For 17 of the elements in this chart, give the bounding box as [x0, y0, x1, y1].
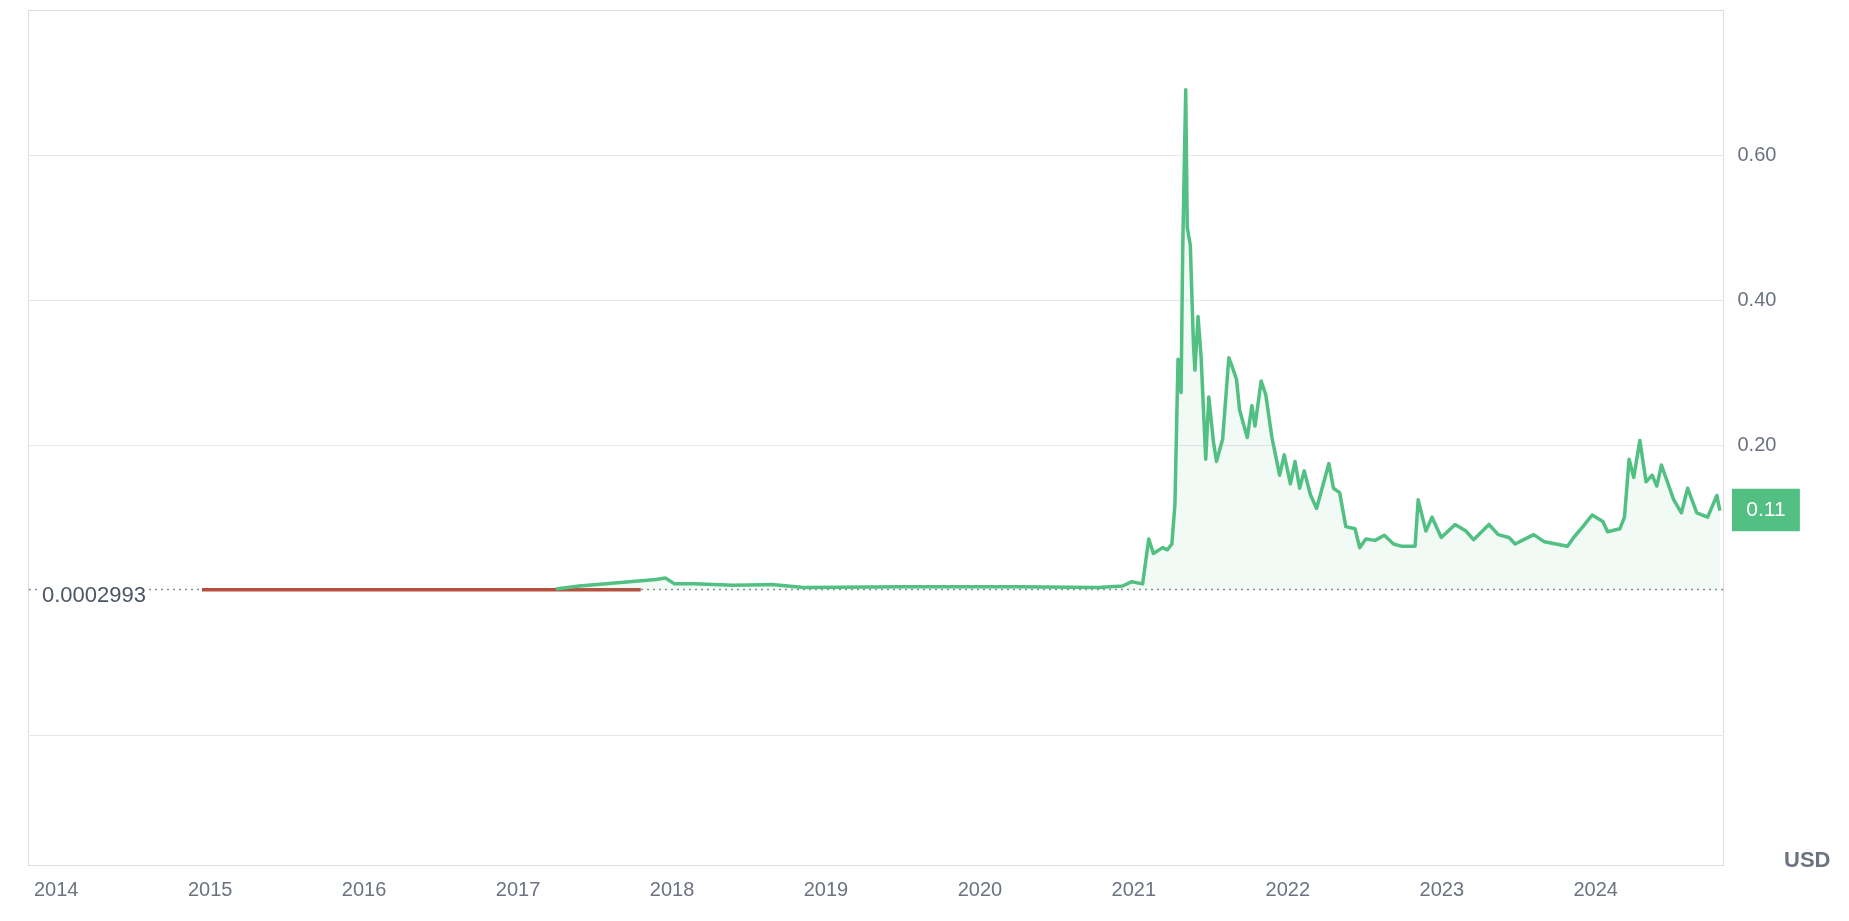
x-tick-label: 2021	[1111, 877, 1157, 900]
x-tick-label: 2019	[803, 877, 849, 900]
x-tick-label: 2020	[957, 877, 1003, 900]
y-tick-label: 0.60	[1737, 143, 1777, 166]
x-tick-label: 2023	[1419, 877, 1465, 900]
x-tick-label: 2016	[341, 877, 387, 900]
x-tick-label: 2017	[495, 877, 541, 900]
x-tick-label: 2015	[187, 877, 233, 900]
text: USD	[1784, 847, 1831, 872]
x-tick-label: 2018	[649, 877, 695, 900]
y-tick-label: 0.20	[1737, 433, 1777, 456]
x-tick-label: 2022	[1265, 877, 1311, 900]
annotation: 0.11	[1746, 496, 1786, 520]
x-tick-label: 2024	[1573, 877, 1618, 900]
y-tick-label: 0.40	[1737, 288, 1777, 311]
x-tick-label: 2014	[33, 877, 79, 900]
ref-line-label: 0.0002993	[42, 582, 146, 608]
